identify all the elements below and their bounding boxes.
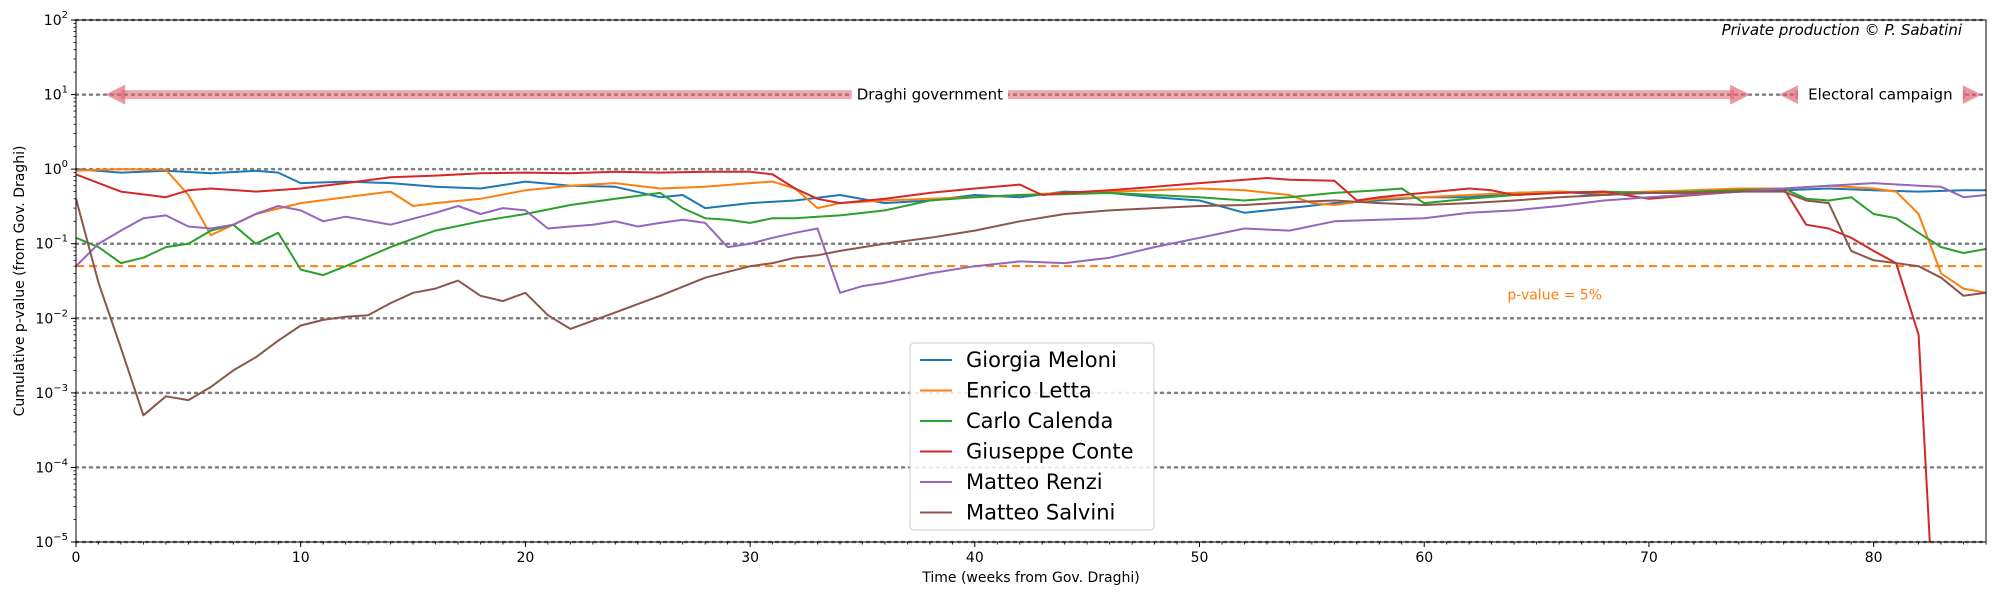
credit-text: Private production © P. Sabatini [1722, 21, 1963, 39]
x-tick-label: 0 [72, 550, 81, 566]
x-tick-label: 50 [1191, 550, 1209, 566]
arrow-head-right [1730, 84, 1751, 105]
arrow-head-left [105, 84, 126, 105]
x-tick-label: 20 [516, 550, 534, 566]
legend-box [909, 342, 1155, 531]
y-tick-label: 10−3 [35, 383, 68, 402]
legend: Giorgia Meloni Enrico Letta Carlo Calenda G… [909, 342, 1155, 531]
x-tick-label: 10 [292, 550, 310, 566]
y-tick-label: 100 [44, 159, 68, 178]
y-tick-exponent: 2 [62, 10, 68, 21]
y-tick-exponent: 1 [62, 85, 68, 96]
y-tick-mantissa: 10 [35, 386, 53, 402]
annotation-text-bg [1797, 83, 1963, 106]
annotation-arrow: Electoral campaign [1779, 83, 1982, 106]
arrow-head-right [1961, 84, 1982, 105]
x-tick-label: 30 [741, 550, 759, 566]
y-tick-label: 10−5 [35, 532, 68, 551]
y-tick-exponent: −3 [53, 383, 68, 394]
x-axis-label: Time (weeks from Gov. Draghi) [921, 570, 1139, 586]
y-tick-mantissa: 10 [35, 535, 53, 551]
y-tick-label: 102 [44, 10, 68, 29]
annotations: Draghi government Electoral campaign [105, 83, 1982, 106]
y-tick-label: 101 [44, 85, 68, 104]
threshold-line-group: p-value = 5% [76, 265, 1986, 303]
series-lines [76, 168, 1986, 542]
arrow-head-left [1779, 84, 1800, 105]
y-tick-exponent: −4 [53, 457, 68, 468]
annotation-text: Electoral campaign [1808, 86, 1952, 104]
x-tick-label: 70 [1640, 550, 1658, 566]
legend-label-giuseppe-conte: Giuseppe Conte [966, 440, 1134, 464]
x-tick-label: 80 [1865, 550, 1883, 566]
y-tick-mantissa: 10 [35, 237, 53, 253]
x-tick-label: 60 [1415, 550, 1433, 566]
y-tick-mantissa: 10 [35, 311, 53, 327]
x-tick-label: 40 [966, 550, 984, 566]
legend-label-giorgia-meloni: Giorgia Meloni [966, 348, 1117, 372]
y-tick-mantissa: 10 [44, 162, 62, 178]
legend-label-matteo-salvini: Matteo Salvini [966, 501, 1115, 525]
annotation-text: Draghi government [857, 86, 1003, 104]
y-tick-mantissa: 10 [44, 88, 62, 104]
legend-label-carlo-calenda: Carlo Calenda [966, 409, 1113, 433]
plot-frame [75, 19, 1987, 543]
series-line-matteo-renzi [76, 182, 1986, 294]
legend-label-enrico-letta: Enrico Letta [966, 379, 1092, 403]
y-tick-mantissa: 10 [35, 460, 53, 476]
y-tick-label: 10−1 [35, 234, 68, 253]
y-tick-mantissa: 10 [44, 13, 62, 29]
y-tick-exponent: −1 [53, 234, 68, 245]
y-tick-label: 10−4 [35, 457, 68, 476]
annotation-arrow: Draghi government [105, 83, 1751, 106]
y-tick-exponent: −2 [53, 308, 68, 319]
y-tick-exponent: 0 [62, 159, 68, 170]
annotation-text-bg [851, 83, 1008, 106]
legend-label-matteo-renzi: Matteo Renzi [966, 470, 1103, 494]
y-axis-label: Cumulative p-value (from Gov. Draghi) [12, 146, 28, 417]
threshold-label: p-value = 5% [1507, 287, 1602, 303]
y-tick-exponent: −5 [53, 532, 68, 543]
series-line-matteo-salvini [76, 190, 1986, 417]
y-tick-label: 10−2 [35, 308, 68, 327]
